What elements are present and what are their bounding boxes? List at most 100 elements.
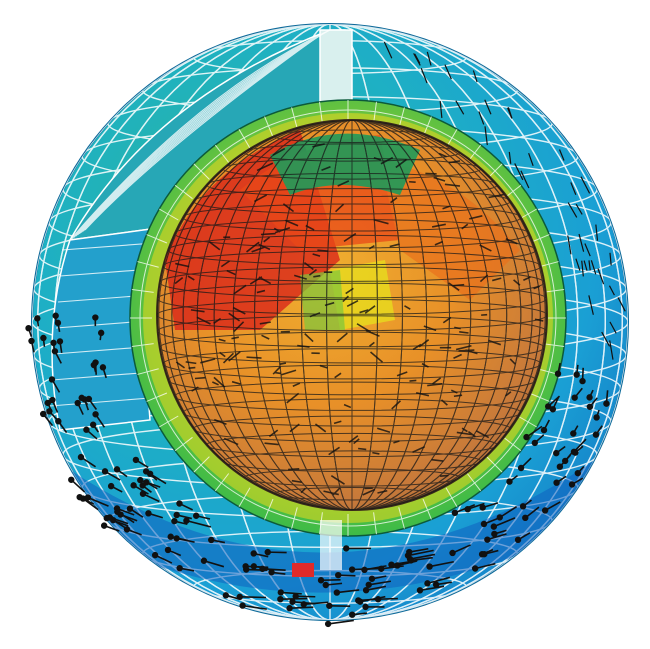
core-velocity-vector [222,352,235,364]
core-velocity-vector [364,305,376,314]
core-velocity-vector [444,183,461,187]
ring-grid-line [137,368,159,375]
ring-grid-line [466,473,482,492]
outer-velocity-vector [116,511,135,524]
vector-arrowhead [432,581,440,588]
outer-velocity-vector [410,556,433,562]
hot-patch [292,563,314,577]
core-velocity-vector [185,361,197,365]
core-velocity-vector [368,245,375,250]
vector-arrowhead [49,396,56,404]
vector-arrowhead [523,433,530,441]
outer-velocity-vector [588,260,591,271]
vector-arrowhead [28,337,35,345]
core-velocity-vector [313,274,321,278]
core-velocity-vector [285,219,299,227]
vector-arrowhead [250,563,258,570]
outer-velocity-vector [558,149,565,161]
core-velocity-vector [415,391,430,397]
vector-arrowhead [406,548,413,556]
outer-velocity-vector [609,252,612,266]
core-meridian-line [158,120,546,510]
vector-arrowhead [362,603,369,611]
core-velocity-vector [258,276,272,285]
vector-arrowhead [326,602,333,609]
wedge-grid-line [49,397,151,407]
vector-arrowhead [84,494,92,501]
ring-grid-line [398,507,405,529]
outer-velocity-vector [289,606,314,610]
core-meridian-line [326,120,378,510]
vector-arrowhead [200,557,208,564]
bottom-slot [320,520,342,570]
vector-arrowhead [479,504,486,511]
outer-velocity-vector [368,580,391,586]
core-velocity-vector [281,369,297,376]
vector-arrowhead [51,348,59,355]
vector-arrowhead [286,605,293,612]
vector-arrowhead [46,408,53,415]
ring-grid-line [158,415,179,428]
vector-arrowhead [39,410,47,418]
vector-arrowhead [78,394,85,402]
core-velocity-vector [469,215,483,220]
core-meridian-line [196,120,508,510]
vector-arrowhead [540,426,548,434]
outer-velocity-vector [570,182,577,195]
core-velocity-vector [312,143,325,148]
core-velocity-vector [286,392,300,404]
vector-arrowhead [176,564,183,572]
core-velocity-vector [190,309,205,313]
vector-arrowhead [355,597,362,604]
outer-velocity-vector [303,601,329,606]
core-velocity-vector [175,262,190,268]
core-velocity-vector [376,427,391,433]
core-latitude-line [157,298,547,332]
outer-velocity-vector [567,235,572,255]
ring-grid-line [193,163,210,180]
core-velocity-vector [272,147,286,156]
vector-arrowhead [113,466,121,473]
vector-arrowhead [132,456,140,464]
outer-velocity-vector [280,591,302,595]
core-velocity-vector [274,227,291,234]
core-velocity-vector [308,268,318,276]
core-velocity-vector [461,427,468,433]
wedge-grid-line [51,371,154,381]
ring-grid-line [131,343,154,347]
outer-velocity-vector [514,163,524,181]
vector-arrowhead [142,468,150,475]
ring-grid-line [422,498,432,520]
core-velocity-vector [191,386,199,392]
wedge-grid-line [73,30,328,238]
outer-velocity-vector [601,331,611,347]
outer-velocity-vector [567,202,578,218]
outer-velocity-vector [454,504,476,514]
core-velocity-vector [433,176,446,182]
core-velocity-vector [453,283,465,287]
core-velocity-vector [314,423,327,433]
vector-arrowhead [55,418,62,425]
outer-velocity-vector [588,295,594,315]
core-velocity-vector [455,344,472,351]
vector-arrowhead [335,571,342,579]
vector-arrowhead [519,503,527,510]
core-velocity-vector [412,343,422,351]
core-velocity-vector [423,325,437,332]
vector-arrowhead [145,510,152,517]
core-velocity-vector [246,356,262,359]
outer-velocity-vector [427,576,451,585]
vector-arrowhead [300,601,307,608]
core-velocity-vector [312,253,321,257]
outer-velocity-vector [378,597,398,601]
outer-velocity-vector [575,203,583,215]
vector-arrowhead [92,411,99,418]
core-velocity-vector [454,326,461,330]
core-velocity-vector [264,442,279,446]
outer-velocity-vector [581,260,584,277]
vector-arrowhead [471,565,479,572]
outer-velocity-vector [365,585,387,591]
core-velocity-vector [293,274,307,280]
vector-arrowhead [164,546,172,554]
